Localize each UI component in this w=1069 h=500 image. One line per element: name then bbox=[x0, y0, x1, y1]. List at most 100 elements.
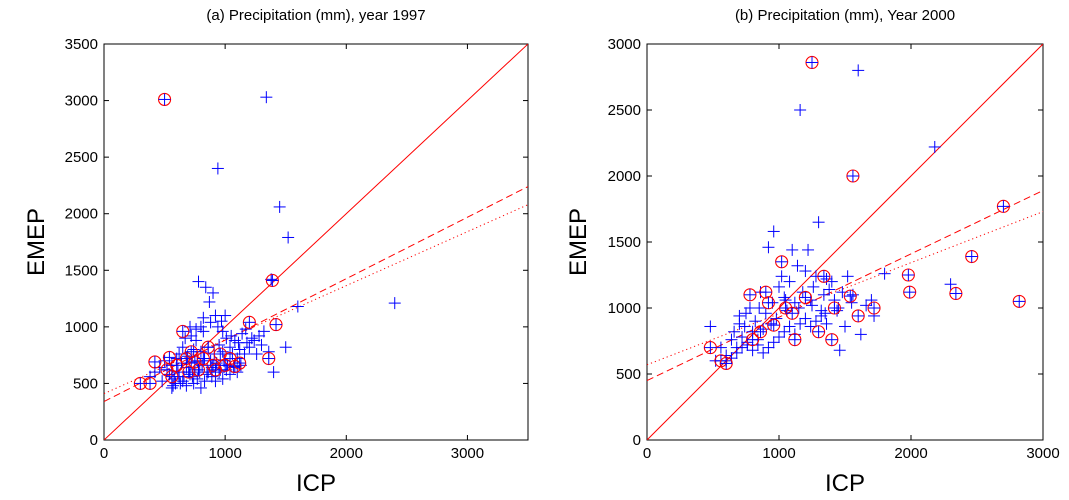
y-tick-label: 500 bbox=[616, 366, 641, 383]
point-plus bbox=[841, 270, 854, 283]
point-circle-plus bbox=[805, 55, 819, 70]
point-plus bbox=[279, 341, 292, 354]
point-circle-plus bbox=[196, 351, 210, 366]
point-plus bbox=[825, 275, 838, 288]
point-plus bbox=[243, 341, 256, 354]
y-tick-label: 1500 bbox=[608, 234, 641, 251]
point-plus bbox=[865, 294, 878, 307]
point-plus bbox=[239, 323, 252, 336]
y-tick-label: 2000 bbox=[65, 206, 98, 223]
point-plus bbox=[245, 332, 258, 345]
point-plus bbox=[778, 291, 791, 304]
point-circle-plus bbox=[265, 273, 279, 288]
point-plus bbox=[209, 375, 222, 388]
point-plus bbox=[194, 381, 207, 394]
point-plus bbox=[213, 338, 226, 351]
point-plus bbox=[799, 265, 812, 278]
point-plus bbox=[220, 332, 233, 345]
point-plus bbox=[253, 329, 266, 342]
point-circle-plus bbox=[817, 269, 831, 283]
y-tick-label: 1000 bbox=[608, 300, 641, 317]
point-plus bbox=[806, 299, 818, 312]
point-plus bbox=[773, 331, 785, 344]
point-plus bbox=[704, 320, 717, 333]
x-axis-label: ICP bbox=[825, 470, 865, 497]
point-circle-plus bbox=[827, 301, 841, 315]
point-plus bbox=[190, 323, 203, 336]
point-circle-plus bbox=[162, 350, 176, 364]
point-circle-plus bbox=[170, 358, 184, 372]
point-plus bbox=[179, 332, 192, 345]
point-plus bbox=[733, 317, 746, 330]
point-plus bbox=[794, 317, 807, 330]
point-plus bbox=[753, 302, 766, 314]
point-plus bbox=[736, 341, 749, 354]
point-circle-plus bbox=[798, 290, 812, 304]
point-plus bbox=[216, 345, 229, 358]
point-plus bbox=[833, 344, 846, 357]
y-tick-label: 500 bbox=[73, 375, 98, 392]
point-plus bbox=[802, 243, 815, 256]
point-plus bbox=[762, 341, 775, 354]
point-plus bbox=[226, 348, 239, 361]
point-plus bbox=[759, 307, 772, 320]
y-tick-label: 2000 bbox=[608, 168, 641, 185]
point-plus bbox=[749, 315, 762, 328]
x-tick-label: 2000 bbox=[330, 445, 363, 462]
y-tick-label: 3000 bbox=[608, 36, 641, 53]
point-plus bbox=[180, 379, 193, 392]
point-plus bbox=[267, 366, 280, 379]
point-circle-plus bbox=[851, 309, 865, 323]
point-circle-plus bbox=[965, 249, 979, 264]
point-plus bbox=[751, 338, 764, 351]
point-plus bbox=[819, 307, 832, 320]
x-tick-label: 3000 bbox=[1026, 445, 1059, 462]
y-tick-label: 1500 bbox=[65, 262, 98, 279]
point-plus bbox=[783, 320, 796, 333]
point-plus bbox=[191, 372, 204, 385]
x-tick-label: 0 bbox=[100, 445, 108, 462]
point-plus bbox=[260, 91, 273, 104]
point-plus bbox=[198, 375, 211, 388]
x-tick-label: 1000 bbox=[762, 445, 795, 462]
point-circle-plus bbox=[176, 324, 190, 338]
point-plus bbox=[799, 312, 812, 325]
x-tick-label: 0 bbox=[643, 445, 651, 462]
panel-a: 0 1000 2000 3000 0 500 1000 1500 2000 2500 3000 350… bbox=[23, 7, 529, 497]
point-circle-plus bbox=[812, 325, 826, 339]
point-circle-plus bbox=[165, 370, 179, 384]
x-tick-label: 2000 bbox=[894, 445, 927, 462]
point-circle-plus bbox=[703, 341, 717, 355]
point-plus bbox=[714, 341, 727, 354]
y-tick-label: 3500 bbox=[65, 36, 98, 53]
point-circle-plus bbox=[148, 355, 162, 369]
point-plus bbox=[786, 243, 799, 256]
point-plus bbox=[216, 372, 229, 385]
point-circle-plus bbox=[191, 363, 206, 377]
point-plus bbox=[854, 328, 867, 341]
point-circle-plus bbox=[743, 288, 757, 302]
point-circle-plus bbox=[1012, 294, 1026, 308]
point-circle-plus bbox=[719, 356, 733, 370]
point-plus bbox=[845, 296, 858, 309]
point-plus bbox=[730, 346, 743, 359]
point-plus bbox=[817, 288, 830, 301]
point-circle-plus bbox=[767, 318, 781, 332]
point-circle-plus bbox=[843, 289, 857, 303]
point-plus bbox=[257, 325, 270, 338]
point-plus bbox=[282, 231, 295, 244]
point-plus bbox=[775, 270, 788, 283]
point-circle-plus bbox=[846, 169, 860, 183]
y-tick-label: 3000 bbox=[65, 93, 98, 110]
line-solid bbox=[647, 44, 1043, 440]
point-plus bbox=[831, 304, 844, 317]
point-plus bbox=[791, 259, 804, 272]
x-tick-label: 3000 bbox=[451, 445, 484, 462]
point-plus bbox=[192, 275, 205, 288]
point-circle-plus bbox=[262, 351, 276, 366]
plot-content bbox=[104, 44, 528, 440]
point-plus bbox=[203, 295, 216, 308]
point-plus bbox=[794, 104, 807, 116]
point-circle-plus bbox=[996, 199, 1010, 213]
point-plus bbox=[248, 334, 261, 347]
